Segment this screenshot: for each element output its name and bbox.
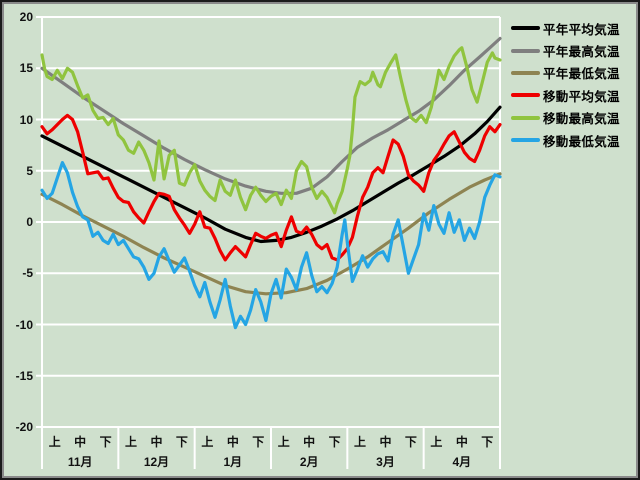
y-axis-tick-label: 20 bbox=[19, 10, 33, 24]
legend-item-normal-min: 平年最低気温 bbox=[511, 62, 637, 84]
legend-item-moving-average: 移動平均気温 bbox=[511, 84, 637, 106]
x-axis-period-label: 下 bbox=[404, 435, 417, 449]
legend-label: 移動最高気温 bbox=[543, 112, 620, 127]
x-axis-period-label: 中 bbox=[455, 435, 468, 449]
x-axis-period-label: 中 bbox=[74, 435, 87, 449]
legend-item-normal-max: 平年最高気温 bbox=[511, 39, 637, 61]
legend-label: 平年最高気温 bbox=[543, 45, 620, 60]
legend-line-swatch-icon bbox=[511, 26, 540, 31]
x-axis-period-label: 下 bbox=[99, 435, 112, 449]
series-line-移動平均気温 bbox=[40, 113, 502, 262]
x-axis-period-label: 中 bbox=[150, 435, 163, 449]
series-line-移動最低気温 bbox=[40, 161, 502, 330]
legend-item-moving-max: 移動最高気温 bbox=[511, 107, 637, 129]
x-axis-month-label: 11月 bbox=[67, 455, 93, 469]
x-axis-period-label: 上 bbox=[201, 435, 214, 449]
x-axis-period-label: 下 bbox=[328, 435, 341, 449]
legend-line-swatch-icon bbox=[511, 70, 540, 75]
legend-label: 平年平均気温 bbox=[543, 22, 620, 37]
y-axis-tick-label: 5 bbox=[26, 163, 33, 178]
y-axis-tick-label: -20 bbox=[15, 420, 33, 434]
x-axis-month-label: 4月 bbox=[452, 455, 472, 469]
legend-line-swatch-icon bbox=[511, 138, 540, 143]
x-axis-period-label: 中 bbox=[303, 435, 316, 449]
x-axis-period-label: 上 bbox=[125, 435, 138, 449]
legend-label: 移動最低気温 bbox=[543, 134, 620, 149]
x-axis-period-label: 上 bbox=[430, 435, 443, 449]
x-axis-period-label: 中 bbox=[379, 435, 392, 449]
y-axis-tick-label: 10 bbox=[19, 112, 33, 127]
legend-item-moving-min: 移動最低気温 bbox=[511, 129, 637, 151]
legend-line-swatch-icon bbox=[511, 93, 540, 98]
x-axis-period-label: 下 bbox=[175, 435, 188, 449]
legend: 平年平均気温 平年最高気温 平年最低気温 移動平均気温 移動最高気温 移動最低気… bbox=[511, 17, 637, 151]
y-axis-tick-label: -5 bbox=[22, 266, 33, 281]
series-line-移動最高気温 bbox=[40, 46, 502, 215]
legend-label: 移動平均気温 bbox=[543, 89, 620, 104]
legend-label: 平年最低気温 bbox=[543, 67, 620, 82]
x-axis-period-label: 上 bbox=[277, 435, 290, 449]
y-axis-tick-label: 15 bbox=[19, 61, 33, 76]
legend-line-swatch-icon bbox=[511, 48, 540, 53]
y-axis-tick-label: 0 bbox=[26, 215, 33, 229]
x-axis-period-label: 上 bbox=[354, 435, 367, 449]
y-axis-tick-label: -15 bbox=[15, 368, 33, 383]
series-line-平年最高気温 bbox=[40, 36, 502, 195]
series-line-平年平均気温 bbox=[40, 105, 502, 244]
x-axis-month-label: 2月 bbox=[299, 455, 319, 469]
y-axis-tick-label: -10 bbox=[15, 317, 33, 332]
x-axis-period-label: 下 bbox=[252, 435, 265, 449]
x-axis-month-label: 1月 bbox=[223, 455, 243, 469]
x-axis-month-label: 12月 bbox=[143, 455, 170, 469]
x-axis-period-label: 中 bbox=[226, 435, 239, 449]
x-axis-month-label: 3月 bbox=[376, 455, 395, 469]
x-axis-period-label: 下 bbox=[481, 435, 494, 449]
legend-item-normal-average: 平年平均気温 bbox=[511, 17, 637, 39]
legend-line-swatch-icon bbox=[511, 115, 540, 120]
x-axis-period-label: 上 bbox=[48, 435, 61, 449]
